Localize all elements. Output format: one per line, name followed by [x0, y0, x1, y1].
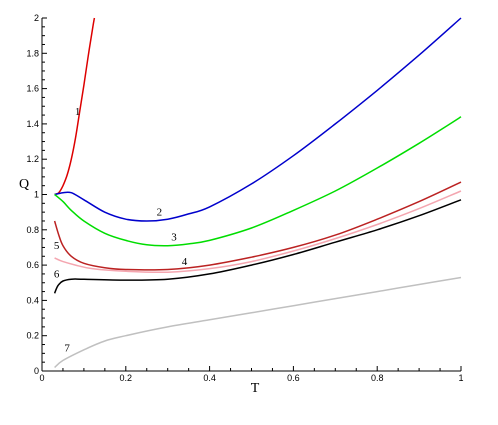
series-curve-6 — [53, 199, 462, 294]
curve-label-2: 2 — [157, 207, 163, 219]
curve-label-6: 6 — [54, 268, 60, 280]
y-tick-label: 1.6 — [26, 84, 39, 94]
x-tick-label: 0.6 — [287, 373, 300, 383]
y-axis-label: Q — [19, 177, 29, 192]
curve-label-1: 1 — [75, 106, 81, 118]
x-tick-label: 0.2 — [120, 373, 133, 383]
y-tick-label: 0.4 — [26, 295, 39, 305]
curve-label-5: 5 — [54, 240, 60, 252]
y-tick-label: 0.8 — [26, 225, 39, 235]
y-tick-label: 0.2 — [26, 331, 39, 341]
y-tick-label: 1.2 — [26, 154, 39, 164]
x-tick-label: 0.4 — [203, 373, 216, 383]
y-tick-label: 1.4 — [26, 119, 39, 129]
y-tick-label: 0 — [34, 366, 39, 376]
y-tick-label: 1.8 — [26, 48, 39, 58]
x-tick-label: 1 — [458, 373, 463, 383]
curve-label-7: 7 — [64, 343, 70, 355]
y-tick-label: 1 — [34, 190, 39, 200]
chart-series — [53, 17, 462, 369]
series-curve-1 — [54, 17, 96, 196]
series-curve-7 — [54, 276, 462, 369]
x-tick-label: 0.8 — [371, 373, 384, 383]
y-tick-label: 0.6 — [26, 260, 39, 270]
y-tick-label: 2 — [34, 13, 39, 23]
x-tick-label: 0 — [39, 373, 44, 383]
chart-axes: 0 0.2 0.4 0.6 0.8 1 0 0.2 0.4 0.6 0.8 1 1.2 1.4 1.6 1.8… — [26, 13, 463, 383]
series-curve-3 — [54, 116, 462, 247]
curve-label-4: 4 — [182, 256, 188, 268]
curve-label-3: 3 — [171, 231, 177, 243]
series-curve-2 — [54, 17, 462, 222]
x-axis-label: T — [251, 381, 260, 396]
series-curve-5 — [54, 190, 462, 274]
series-curve-4 — [53, 181, 462, 271]
